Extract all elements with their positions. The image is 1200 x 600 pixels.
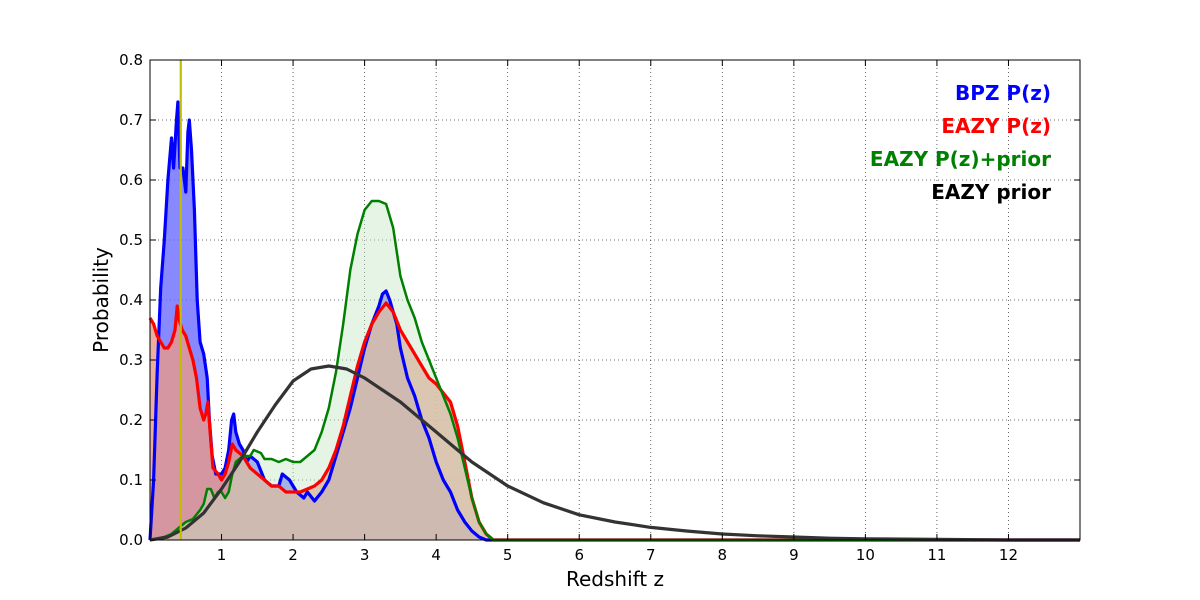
x-tick-label: 10 <box>856 546 875 564</box>
legend-entry-eazy-prior: EAZY prior <box>931 180 1051 204</box>
series-line-eazy-p-z <box>148 301 1080 542</box>
legend-entry-eazy-prior-combined: EAZY P(z)+prior <box>870 147 1051 171</box>
y-tick-label: 0.3 <box>119 351 143 369</box>
series-line-eazy-p-z-prior <box>149 199 1080 542</box>
legend-entry-bpz: BPZ P(z) <box>955 81 1051 105</box>
series-line-eazy-prior <box>149 364 1080 542</box>
y-tick-label: 0.6 <box>119 171 143 189</box>
y-tick-label: 0.8 <box>119 51 143 69</box>
x-tick-label: 11 <box>927 546 946 564</box>
y-axis-label: Probability <box>89 247 113 353</box>
series-lines <box>148 100 1080 542</box>
x-tick-label: 2 <box>288 546 298 564</box>
x-axis-label: Redshift z <box>566 567 664 591</box>
y-tick-label: 0.7 <box>119 111 143 129</box>
x-tick-label: 5 <box>503 546 513 564</box>
x-tick-label: 4 <box>431 546 441 564</box>
y-tick-label: 0.2 <box>119 411 143 429</box>
y-tick-label: 0.4 <box>119 291 143 309</box>
series-fills <box>150 102 1080 540</box>
x-tick-label: 6 <box>574 546 584 564</box>
x-tick-label: 12 <box>999 546 1018 564</box>
ticks: 1 2 3 4 5 6 7 8 9 10 11 120.00.10.20.30.40.50.60.70… <box>119 51 1080 564</box>
x-tick-label: 8 <box>718 546 728 564</box>
grid <box>150 60 1080 540</box>
series-fill-eazy-p-z-prior <box>150 201 1080 540</box>
x-tick-label: 1 <box>217 546 227 564</box>
x-tick-label: 3 <box>360 546 370 564</box>
series-fill-eazy-p-z <box>150 303 1080 540</box>
y-tick-label: 0.1 <box>119 471 143 489</box>
x-tick-label: 7 <box>646 546 656 564</box>
y-tick-label: 0.0 <box>119 531 143 549</box>
legend-entry-eazy: EAZY P(z) <box>941 114 1051 138</box>
legend: BPZ P(z) EAZY P(z) EAZY P(z)+prior EAZY … <box>870 81 1051 204</box>
y-tick-label: 0.5 <box>119 231 143 249</box>
x-tick-label: 9 <box>789 546 799 564</box>
